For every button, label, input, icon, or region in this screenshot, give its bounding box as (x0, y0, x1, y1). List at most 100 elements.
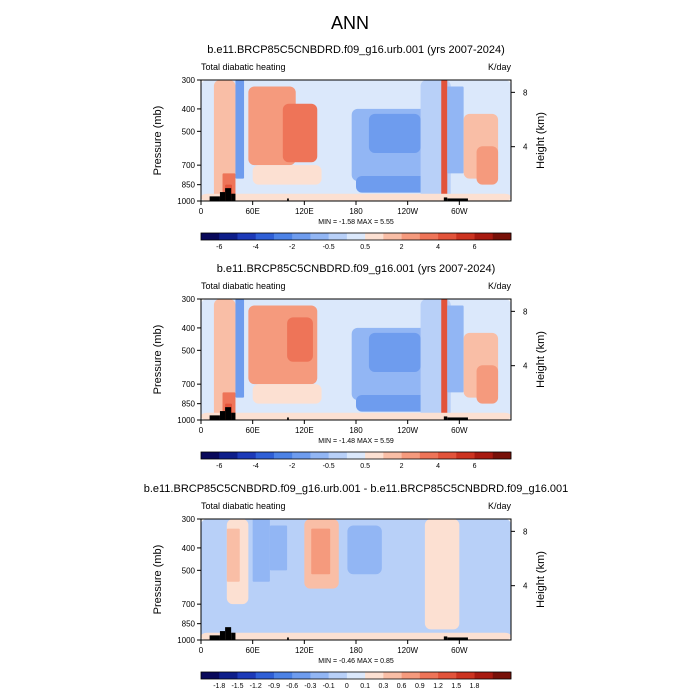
heatmap-cell (356, 395, 434, 412)
y-tick-label: 300 (182, 295, 196, 304)
units-label: K/day (488, 62, 512, 72)
colorbar-swatch (219, 452, 238, 459)
colorbar-swatch (292, 452, 311, 459)
colorbar-swatch (237, 672, 257, 679)
land-mask (219, 192, 226, 201)
y-axis-title: Pressure (mb) (152, 545, 164, 615)
colorbar-swatch (219, 233, 238, 240)
land-mask (443, 197, 448, 201)
colorbar-label: -2 (289, 463, 295, 470)
colorbar-swatch (438, 452, 457, 459)
colorbar-label: 0.1 (360, 683, 370, 690)
x-tick-label: 0 (199, 207, 204, 216)
colorbar-swatch (456, 672, 475, 679)
left-label: Total diabatic heating (201, 501, 286, 511)
land-mask (287, 637, 289, 640)
colorbar-swatch (401, 452, 421, 459)
y-right-tick-label: 8 (523, 88, 528, 97)
y-tick-label: 850 (182, 620, 196, 629)
land-mask (231, 632, 236, 640)
colorbar-swatch (237, 233, 257, 240)
x-tick-label: 60E (246, 426, 260, 435)
y-tick-label: 700 (182, 600, 196, 609)
colorbar-swatch (474, 233, 494, 240)
land-mask (209, 415, 220, 420)
colorbar-label: -0.1 (323, 683, 335, 690)
heatmap-cell (252, 519, 270, 582)
panel-title: b.e11.BRCP85C5CNBDRD.f09_g16.urb.001 (yr… (207, 44, 505, 56)
heatmap-cell (476, 365, 499, 404)
land-mask (447, 417, 468, 420)
colorbar-swatch (328, 452, 348, 459)
colorbar-swatch (292, 233, 311, 240)
colorbar-label: -4 (253, 463, 259, 470)
colorbar-swatch (474, 672, 494, 679)
x-tick-label: 60E (246, 646, 260, 655)
land-mask (209, 635, 220, 640)
colorbar-swatch (273, 233, 293, 240)
colorbar-swatch (255, 452, 275, 459)
y-tick-label: 300 (182, 76, 196, 85)
panel-1: b.e11.BRCP85C5CNBDRD.f09_g16.urb.001 (yr… (152, 44, 547, 251)
x-tick-label: 60E (246, 207, 260, 216)
heatmap-cell (476, 146, 499, 185)
colorbar-label: -4 (253, 244, 259, 251)
panels: b.e11.BRCP85C5CNBDRD.f09_g16.urb.001 (yr… (144, 44, 569, 690)
heatmap-cell (201, 412, 511, 420)
y-tick-label: 1000 (177, 197, 195, 206)
colorbar-swatch (474, 452, 494, 459)
land-mask (443, 636, 448, 640)
left-label: Total diabatic heating (201, 281, 286, 291)
x-tick-label: 0 (199, 646, 204, 655)
colorbar-label: -0.9 (268, 683, 280, 690)
land-mask (225, 627, 232, 640)
x-tick-label: 120E (295, 426, 314, 435)
y-tick-label: 700 (182, 380, 196, 389)
colorbar-label: 0.5 (360, 244, 370, 251)
colorbar-swatch (273, 452, 293, 459)
colorbar-swatch (365, 452, 384, 459)
y-tick-label: 700 (182, 161, 196, 170)
units-label: K/day (488, 281, 512, 291)
land-mask (209, 196, 220, 201)
panel-3: b.e11.BRCP85C5CNBDRD.f09_g16.urb.001 - b… (144, 483, 569, 690)
colorbar-label: -6 (216, 244, 222, 251)
heatmap-cell (201, 193, 511, 201)
y-tick-label: 850 (182, 181, 196, 190)
colorbar-swatch (383, 672, 402, 679)
colorbar-swatch (419, 233, 439, 240)
colorbar-label: 2 (400, 244, 404, 251)
colorbar-label: 0.3 (378, 683, 388, 690)
y-axis-title: Pressure (mb) (152, 325, 164, 395)
heatmap-cell (295, 116, 313, 143)
x-tick-label: 120W (397, 646, 418, 655)
y-tick-label: 500 (182, 127, 196, 136)
heatmap-cell (201, 632, 511, 640)
land-mask (447, 198, 468, 201)
heatmap-cell (447, 305, 464, 393)
colorbar-swatch (492, 672, 512, 679)
land-mask (231, 193, 236, 201)
colorbar-swatch (255, 233, 275, 240)
colorbar-label: 1.2 (433, 683, 443, 690)
colorbar-frame (200, 671, 512, 680)
x-tick-label: 60W (451, 646, 468, 655)
colorbar-label: -6 (216, 463, 222, 470)
heatmap-cell (321, 95, 352, 166)
colorbar-swatch (310, 452, 329, 459)
colorbar-swatch (201, 233, 220, 240)
colorbar-label: 4 (436, 463, 440, 470)
colorbar-swatch (401, 672, 421, 679)
colorbar-label: 0.9 (415, 683, 425, 690)
y-tick-label: 850 (182, 400, 196, 409)
heatmap-field (201, 519, 511, 640)
colorbar-swatch (328, 233, 348, 240)
y-tick-label: 500 (182, 566, 196, 575)
colorbar-label: 6 (473, 244, 477, 251)
heatmap-cell (441, 299, 448, 420)
colorbar-label: -1.8 (213, 683, 225, 690)
colorbar-swatch (456, 233, 475, 240)
colorbar-label: 1.5 (451, 683, 461, 690)
colorbar-label: -1.5 (231, 683, 243, 690)
